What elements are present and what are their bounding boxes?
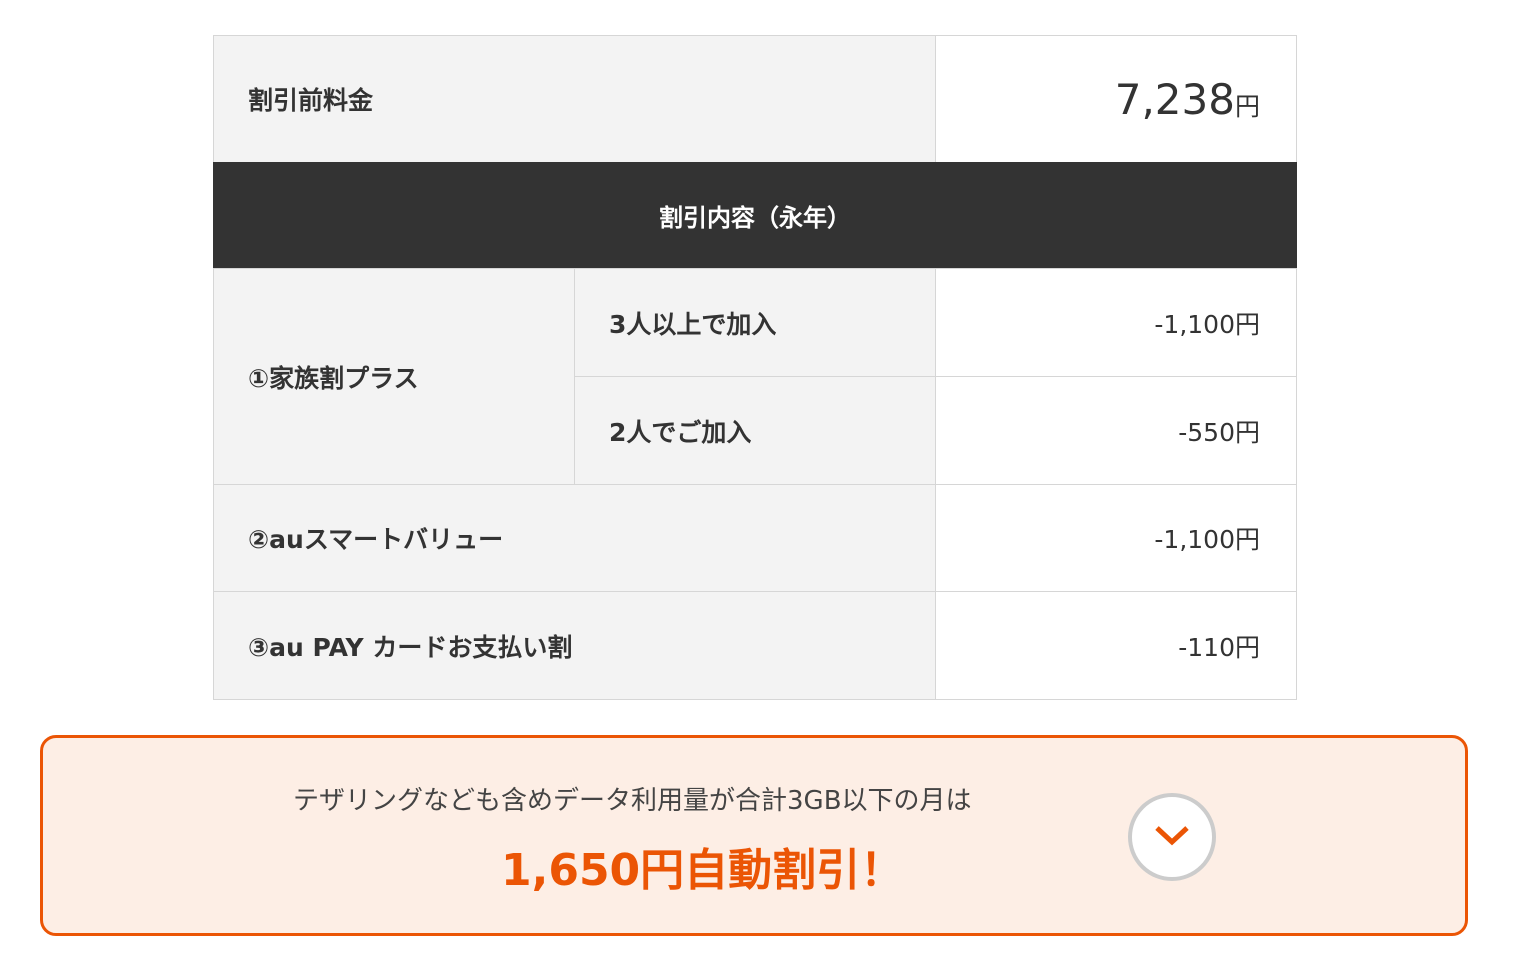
value-text: -110円 <box>1178 632 1260 662</box>
auto-discount-banner: テザリングなども含めデータ利用量が合計3GB以下の月は 1,650円自動割引！ <box>40 735 1468 936</box>
label-text: ①家族割プラス <box>248 363 419 393</box>
base-price-label: 割引前料金 <box>213 35 936 163</box>
family-3plus-value: -1,100円 <box>935 268 1297 377</box>
smart-value-value: -1,100円 <box>935 484 1297 592</box>
section-header: 割引内容（永年） <box>213 162 1297 269</box>
value-text: -1,100円 <box>1154 309 1260 339</box>
aupay-value: -110円 <box>935 591 1297 700</box>
family-2-label: 2人でご加入 <box>574 376 936 485</box>
family-discount-label: ①家族割プラス <box>213 268 575 485</box>
family-3plus-label: 3人以上で加入 <box>574 268 936 377</box>
chevron-down-icon <box>1155 826 1189 846</box>
expand-button[interactable] <box>1128 793 1216 881</box>
aupay-label: ③au PAY カードお支払い割 <box>213 591 936 700</box>
label-text: 2人でご加入 <box>609 417 752 447</box>
value-text: -550円 <box>1178 417 1260 447</box>
label-text: 3人以上で加入 <box>609 309 777 339</box>
banner-note: テザリングなども含めデータ利用量が合計3GB以下の月は <box>293 786 972 816</box>
yen-unit: 円 <box>1234 92 1260 121</box>
header-text: 割引内容（永年） <box>659 204 851 232</box>
smart-value-label: ②auスマートバリュー <box>213 484 936 592</box>
family-2-value: -550円 <box>935 376 1297 485</box>
label-text: ②auスマートバリュー <box>248 525 504 554</box>
value-text: -1,100円 <box>1154 525 1260 554</box>
label-text: ③au PAY カードお支払い割 <box>248 632 573 662</box>
base-price-value: 7,238 円 <box>935 35 1297 163</box>
price-text: 7,238 <box>1114 74 1235 124</box>
banner-promo: 1,650円自動割引！ <box>501 845 905 896</box>
label-text: 割引前料金 <box>248 86 374 115</box>
